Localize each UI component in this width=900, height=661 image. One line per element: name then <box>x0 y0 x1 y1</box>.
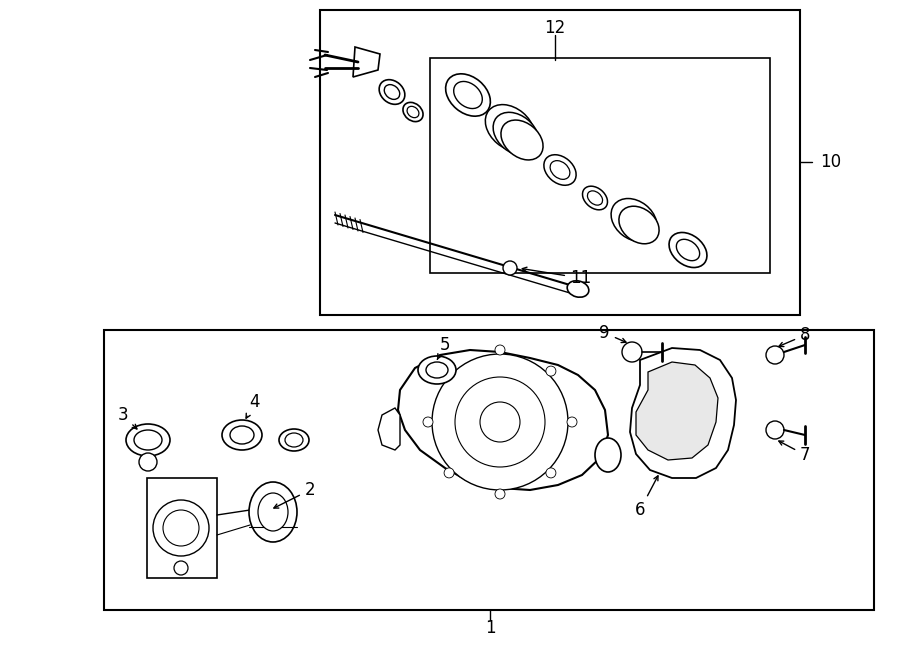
Ellipse shape <box>426 362 448 378</box>
Ellipse shape <box>126 424 170 456</box>
Ellipse shape <box>134 430 162 450</box>
Ellipse shape <box>493 112 539 156</box>
Ellipse shape <box>407 106 418 118</box>
Ellipse shape <box>454 81 482 108</box>
Ellipse shape <box>222 420 262 450</box>
Text: 3: 3 <box>117 406 137 429</box>
Circle shape <box>567 417 577 427</box>
Text: 4: 4 <box>246 393 260 418</box>
Circle shape <box>622 342 642 362</box>
Ellipse shape <box>249 482 297 542</box>
Ellipse shape <box>501 120 543 160</box>
Ellipse shape <box>379 80 405 104</box>
Ellipse shape <box>403 102 423 122</box>
Ellipse shape <box>582 186 608 210</box>
Bar <box>104 330 874 610</box>
Circle shape <box>546 468 556 478</box>
Polygon shape <box>630 348 736 478</box>
Circle shape <box>495 489 505 499</box>
Ellipse shape <box>230 426 254 444</box>
Ellipse shape <box>567 281 589 297</box>
Text: 2: 2 <box>274 481 315 508</box>
Circle shape <box>153 500 209 556</box>
Ellipse shape <box>619 206 659 244</box>
Circle shape <box>432 354 568 490</box>
Text: 11: 11 <box>522 267 591 287</box>
Circle shape <box>546 366 556 376</box>
Ellipse shape <box>550 161 570 179</box>
Circle shape <box>766 346 784 364</box>
Circle shape <box>423 417 433 427</box>
Polygon shape <box>636 362 718 460</box>
Ellipse shape <box>669 233 707 268</box>
Text: 9: 9 <box>599 324 626 342</box>
Circle shape <box>444 366 454 376</box>
Ellipse shape <box>611 198 657 241</box>
Text: 10: 10 <box>820 153 842 171</box>
Polygon shape <box>353 47 380 77</box>
Ellipse shape <box>418 356 456 384</box>
Circle shape <box>495 345 505 355</box>
Ellipse shape <box>544 155 576 185</box>
Text: 1: 1 <box>485 619 495 637</box>
Ellipse shape <box>446 74 491 116</box>
Circle shape <box>174 561 188 575</box>
Text: 12: 12 <box>544 19 565 37</box>
Ellipse shape <box>258 493 288 531</box>
Bar <box>320 10 800 315</box>
Text: 8: 8 <box>779 326 811 346</box>
Ellipse shape <box>384 85 400 99</box>
Text: 5: 5 <box>437 336 450 360</box>
Ellipse shape <box>285 433 303 447</box>
Circle shape <box>503 261 517 275</box>
Ellipse shape <box>677 239 699 260</box>
Ellipse shape <box>279 429 309 451</box>
Bar <box>147 478 217 578</box>
Bar <box>430 58 770 273</box>
Circle shape <box>163 510 199 546</box>
Circle shape <box>766 421 784 439</box>
Ellipse shape <box>595 438 621 472</box>
Ellipse shape <box>485 104 535 151</box>
Polygon shape <box>378 408 400 450</box>
Polygon shape <box>398 350 608 490</box>
Text: 7: 7 <box>778 441 811 464</box>
Text: 6: 6 <box>634 476 658 519</box>
Circle shape <box>480 402 520 442</box>
Circle shape <box>444 468 454 478</box>
Circle shape <box>139 453 157 471</box>
Circle shape <box>455 377 545 467</box>
Ellipse shape <box>588 191 603 205</box>
